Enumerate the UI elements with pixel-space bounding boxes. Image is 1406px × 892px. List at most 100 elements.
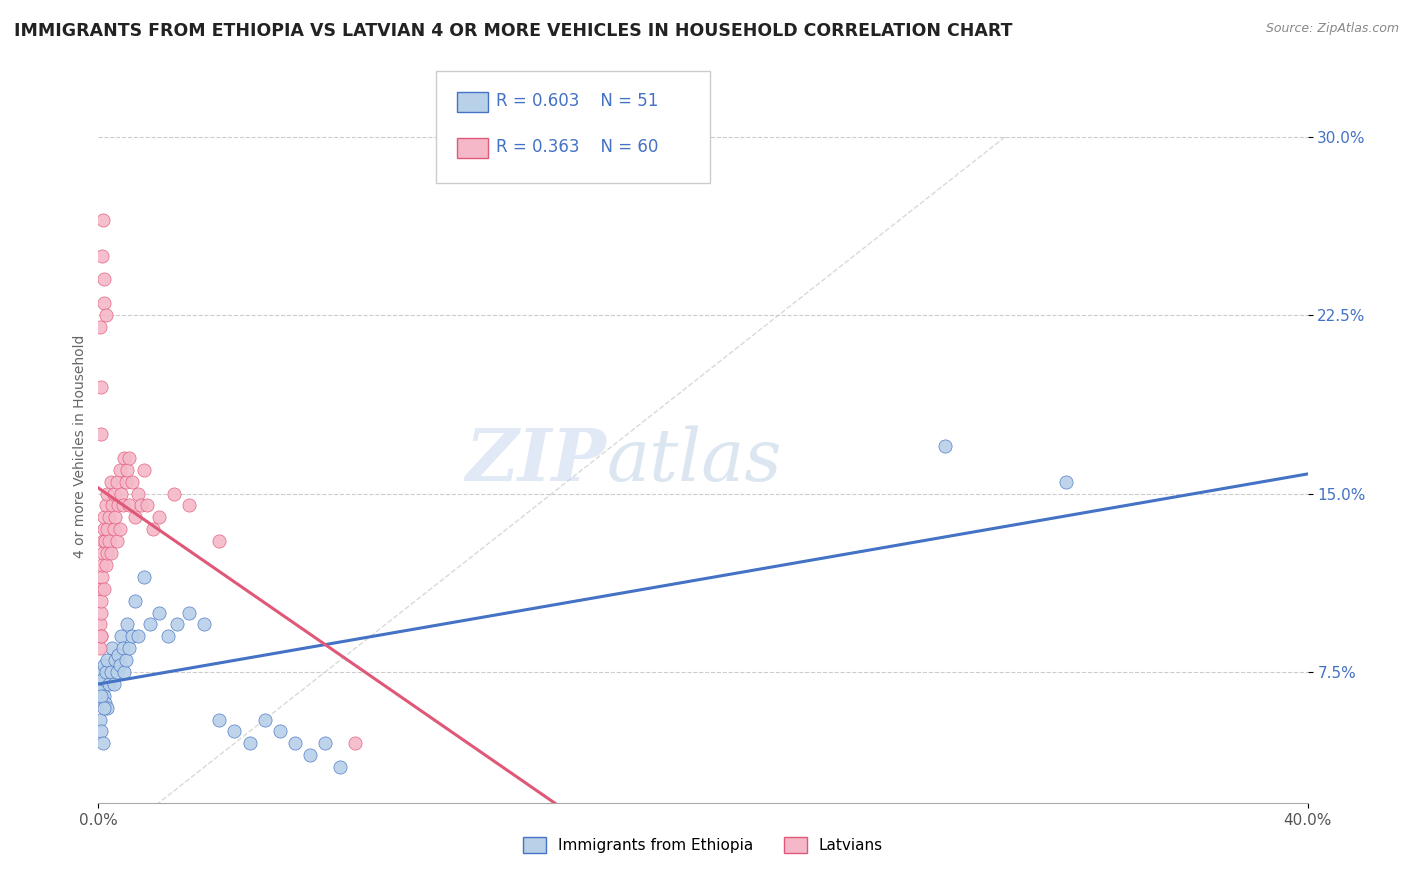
Text: ZIP: ZIP — [465, 425, 606, 496]
Point — [239, 736, 262, 750]
Point — [89, 320, 111, 334]
Point — [121, 475, 143, 489]
Point — [934, 439, 956, 453]
Y-axis label: 4 or more Vehicles in Household: 4 or more Vehicles in Household — [73, 334, 87, 558]
Point — [108, 463, 131, 477]
Point — [121, 629, 143, 643]
Point — [132, 463, 155, 477]
Point — [94, 534, 117, 549]
Point — [94, 499, 117, 513]
Point — [89, 665, 111, 679]
Point — [103, 677, 125, 691]
Point — [89, 641, 111, 656]
Point — [98, 677, 121, 691]
Point — [111, 499, 134, 513]
Point — [94, 665, 117, 679]
Point — [94, 558, 117, 572]
Point — [96, 486, 118, 500]
Point — [98, 534, 121, 549]
Point — [224, 724, 246, 739]
Point — [93, 700, 115, 714]
Point — [93, 689, 115, 703]
Point — [104, 653, 127, 667]
Point — [90, 689, 112, 703]
Point — [90, 724, 112, 739]
Point — [156, 629, 179, 643]
Point — [94, 696, 117, 710]
Point — [112, 450, 135, 465]
Point — [118, 641, 141, 656]
Point — [100, 546, 122, 560]
Point — [148, 510, 170, 524]
Point — [105, 665, 128, 679]
Point — [142, 522, 165, 536]
Point — [93, 510, 115, 524]
Point — [91, 570, 114, 584]
Point — [179, 499, 201, 513]
Point — [208, 713, 231, 727]
Point — [91, 558, 114, 572]
Point — [124, 510, 146, 524]
Point — [94, 308, 117, 322]
Text: R = 0.363    N = 60: R = 0.363 N = 60 — [496, 138, 658, 156]
Point — [90, 427, 112, 442]
Point — [96, 653, 118, 667]
Point — [129, 499, 152, 513]
Point — [344, 736, 367, 750]
Point — [148, 606, 170, 620]
Point — [115, 463, 138, 477]
Point — [284, 736, 307, 750]
Point — [108, 657, 131, 672]
Point — [112, 665, 135, 679]
Point — [193, 617, 215, 632]
Point — [118, 450, 141, 465]
Point — [114, 475, 136, 489]
Point — [108, 522, 131, 536]
Point — [89, 617, 111, 632]
Point — [111, 641, 134, 656]
Point — [90, 689, 112, 703]
Point — [91, 213, 114, 227]
Point — [100, 475, 122, 489]
Point — [101, 641, 124, 656]
Point — [96, 522, 118, 536]
Point — [93, 657, 115, 672]
Point — [93, 296, 115, 310]
Point — [90, 629, 112, 643]
Point — [118, 499, 141, 513]
Point — [90, 379, 112, 393]
Point — [124, 593, 146, 607]
Point — [103, 522, 125, 536]
Point — [110, 629, 132, 643]
Point — [179, 606, 201, 620]
Point — [135, 499, 157, 513]
Point — [107, 499, 129, 513]
Point — [101, 499, 124, 513]
Point — [299, 748, 322, 763]
Point — [91, 546, 114, 560]
Point — [114, 653, 136, 667]
Point — [90, 582, 112, 596]
Point — [132, 570, 155, 584]
Point — [269, 724, 291, 739]
Point — [104, 510, 127, 524]
Point — [93, 582, 115, 596]
Point — [100, 665, 122, 679]
Point — [93, 522, 115, 536]
Point — [105, 475, 128, 489]
Text: R = 0.603    N = 51: R = 0.603 N = 51 — [496, 92, 658, 110]
Text: Source: ZipAtlas.com: Source: ZipAtlas.com — [1265, 22, 1399, 36]
Point — [253, 713, 276, 727]
Point — [90, 677, 112, 691]
Point — [107, 648, 129, 663]
Point — [90, 629, 112, 643]
Point — [127, 629, 149, 643]
Point — [91, 681, 114, 696]
Point — [93, 272, 115, 286]
Point — [89, 713, 111, 727]
Point — [91, 534, 114, 549]
Legend: Immigrants from Ethiopia, Latvians: Immigrants from Ethiopia, Latvians — [517, 831, 889, 859]
Text: atlas: atlas — [606, 425, 782, 496]
Point — [1054, 475, 1077, 489]
Point — [105, 534, 128, 549]
